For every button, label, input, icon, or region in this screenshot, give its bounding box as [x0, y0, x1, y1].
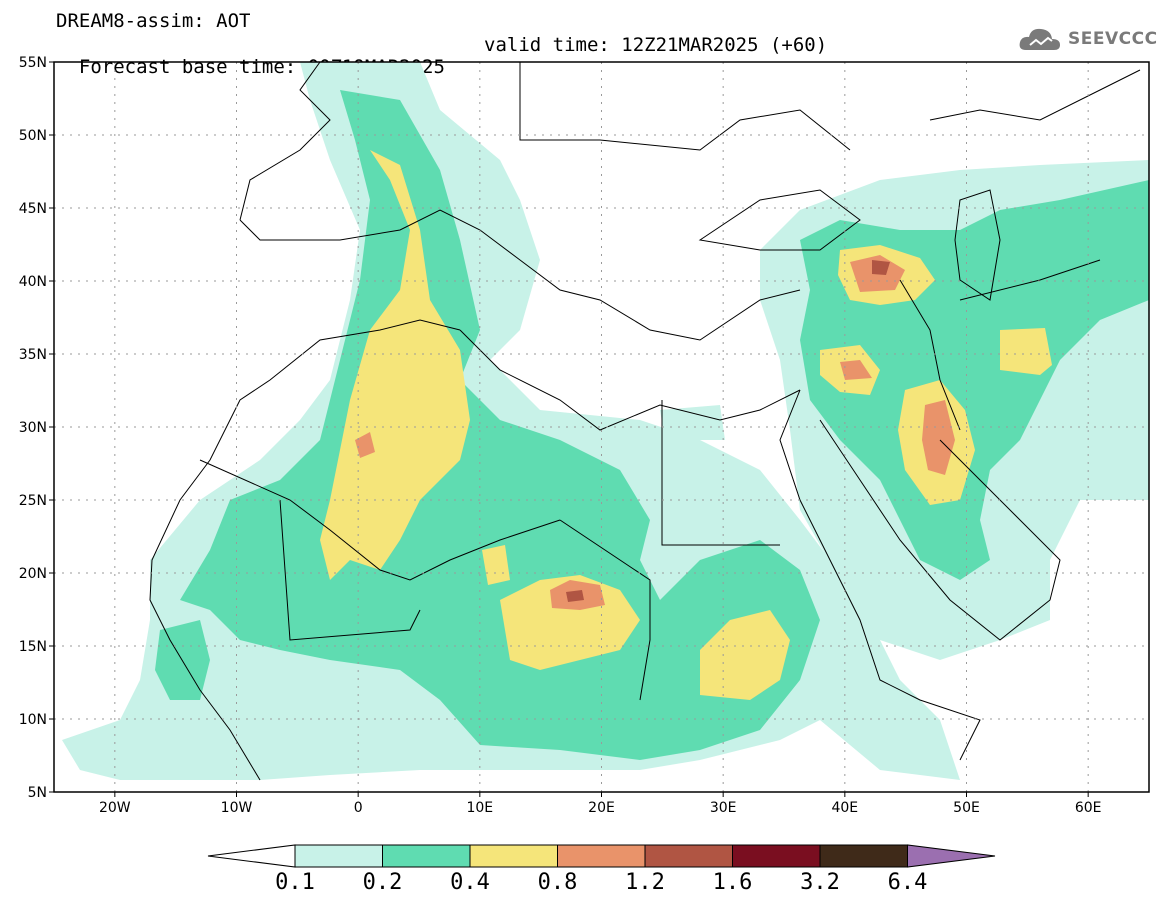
- colorbar-label: 3.2: [800, 870, 840, 895]
- coastlines: [149, 62, 1141, 781]
- colorbar-label: 1.2: [625, 870, 665, 895]
- lon-ticks: 20W 10W 0 10E 20E 30E 40E 50E 60E: [99, 792, 1102, 816]
- lat-tick-label: 55N: [19, 55, 47, 71]
- lat-tick-label: 40N: [19, 274, 47, 290]
- aot-contour-0-4-north: [320, 150, 470, 580]
- coastline-africa-west: [149, 319, 461, 781]
- lat-tick-label: 35N: [19, 347, 47, 363]
- aot-field: [62, 62, 1149, 780]
- lat-tick-label: 25N: [19, 493, 47, 509]
- colorbar: [207, 844, 996, 868]
- coastline-mediterranean-south: [459, 329, 801, 431]
- aot-contour-0-8-iraq: [840, 360, 872, 380]
- colorbar-label: 0.2: [362, 870, 403, 895]
- lat-tick-label: 20N: [19, 566, 47, 582]
- coastline-caspian-sea: [954, 189, 1001, 301]
- coastline-atlantic-europe: [239, 62, 331, 221]
- lat-tick-label: 50N: [19, 128, 47, 144]
- lon-tick-label: 30E: [710, 800, 737, 816]
- colorbar-label: 1.6: [712, 870, 753, 895]
- lon-tick-label: 20E: [588, 800, 615, 816]
- aot-contour-0-4-sudan: [700, 610, 790, 700]
- colorbar-under-arrow: [207, 844, 296, 868]
- border-iran-turkmenistan: [959, 259, 1101, 301]
- coastline-red-sea: [779, 389, 981, 761]
- border-chad-sudan: [559, 519, 651, 701]
- lon-tick-label: 10W: [221, 800, 253, 816]
- aot-contour-0-2: [180, 90, 820, 760]
- border-mali-niger: [279, 499, 421, 641]
- lon-tick-label: 20W: [99, 800, 131, 816]
- map-title: DREAM8-assim: AOT: [56, 10, 251, 32]
- aot-contour-0-4-iran: [1000, 328, 1052, 375]
- border-algeria-mali: [199, 459, 561, 581]
- valid-time-label: valid time: 12Z21MAR2025 (+60): [484, 34, 828, 56]
- coastline-black-sea: [698, 189, 861, 251]
- lat-tick-label: 15N: [19, 639, 47, 655]
- aot-contour-0-8-kuwait: [922, 400, 955, 475]
- colorbar-swatch: [469, 844, 558, 868]
- colorbar-swatch: [819, 844, 908, 868]
- border-europe-north: [519, 62, 851, 151]
- lat-tick-label: 45N: [19, 201, 47, 217]
- lat-tick-label: 30N: [19, 420, 47, 436]
- colorbar-swatch: [644, 844, 733, 868]
- border-iran-iraq: [899, 279, 961, 431]
- lat-ticks: 55N 50N 45N 40N 35N 30N 25N 20N 15N 10N 5N: [19, 55, 54, 801]
- colorbar-swatch: [294, 844, 383, 868]
- lat-tick-label: 10N: [19, 712, 47, 728]
- coastline-caucasus: [929, 69, 1141, 121]
- colorbar-over-arrow: [907, 844, 996, 868]
- colorbar-label: 0.4: [450, 870, 490, 895]
- colorbar-label: 0.1: [275, 870, 315, 895]
- cloud-icon: [1019, 28, 1060, 50]
- colorbar-swatch: [382, 844, 471, 868]
- coastline-europe-south: [239, 209, 801, 341]
- colorbar-label: 6.4: [887, 870, 928, 895]
- colorbar-label: 0.8: [537, 870, 578, 895]
- lon-tick-label: 0: [354, 800, 363, 816]
- lat-tick-label: 5N: [28, 785, 47, 801]
- aot-contour-0-4-chad: [482, 545, 510, 585]
- lon-tick-label: 40E: [831, 800, 858, 816]
- lon-tick-label: 50E: [953, 800, 980, 816]
- lon-tick-label: 10E: [466, 800, 493, 816]
- aot-contour-1-2-caucasus: [872, 260, 890, 275]
- aot-contour-0-8-sahara: [355, 432, 375, 458]
- seevccc-logo: SEEVCCC: [1018, 22, 1158, 58]
- border-libya-egypt: [661, 400, 780, 546]
- colorbar-swatch: [732, 844, 821, 868]
- aot-contour-1-2-chad: [566, 590, 584, 602]
- colorbar-swatch: [557, 844, 646, 868]
- logo-text: SEEVCCC: [1068, 29, 1158, 49]
- aot-contour-0-1-spot: [660, 405, 725, 440]
- gridlines: [54, 62, 1149, 792]
- lon-tick-label: 60E: [1075, 800, 1102, 816]
